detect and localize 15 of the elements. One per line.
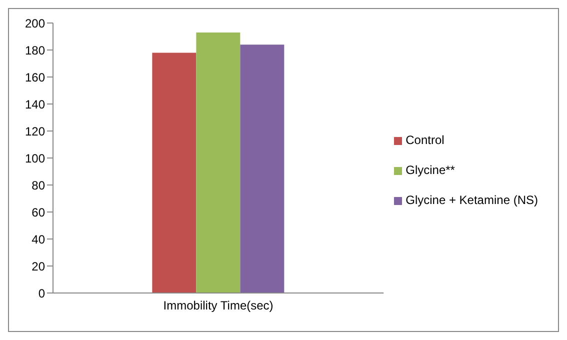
y-tick-label: 20 <box>32 259 46 274</box>
y-tick-label: 40 <box>32 232 46 246</box>
y-tick-label: 160 <box>24 70 46 84</box>
x-tick-label: Immobility Time(sec) <box>163 298 274 313</box>
y-tick-label: 100 <box>24 151 46 166</box>
legend-label: Glycine** <box>406 163 455 177</box>
y-tick-label: 120 <box>24 124 46 138</box>
legend-label: Glycine + Ketamine (NS) <box>406 193 538 207</box>
y-tick-label: 60 <box>32 205 46 220</box>
y-tick-label: 180 <box>24 43 46 58</box>
y-tick-label: 0 <box>38 286 46 300</box>
y-tick-label: 140 <box>24 97 46 112</box>
y-tick-label: 80 <box>32 178 46 192</box>
legend-label: Control <box>406 133 444 147</box>
y-tick-label: 200 <box>24 16 46 30</box>
